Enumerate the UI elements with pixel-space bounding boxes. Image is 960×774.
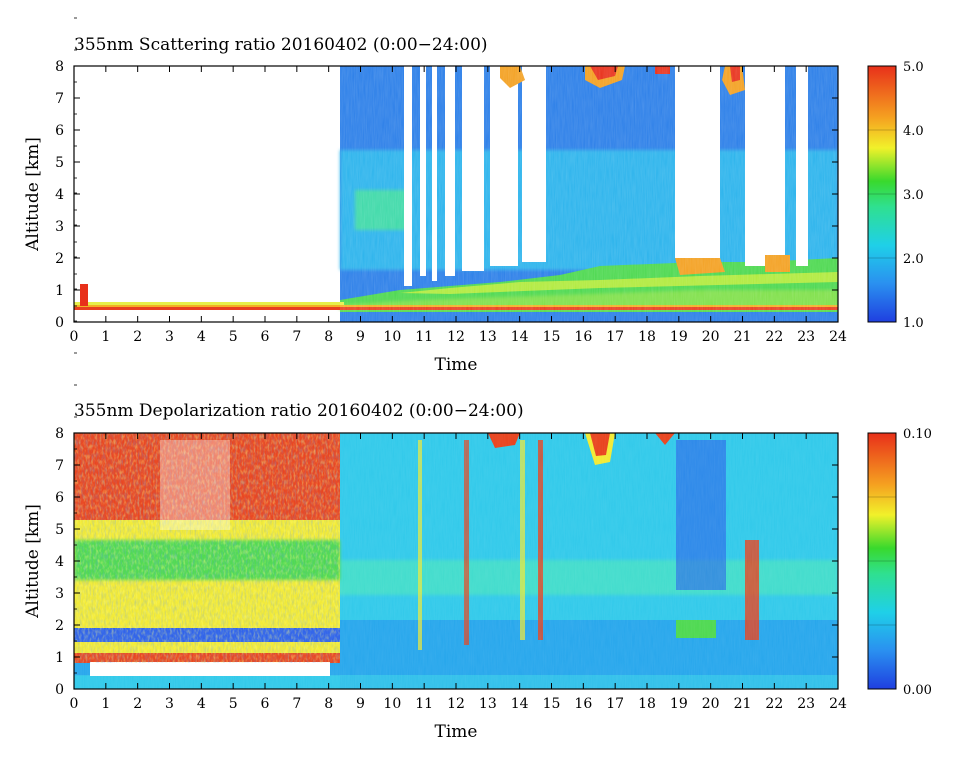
x-axis-label: Time bbox=[435, 722, 478, 742]
x-tick-label: 23 bbox=[797, 329, 815, 345]
x-tick-label: 13 bbox=[479, 329, 497, 345]
colorbar: 5.0 4.0 3.0 2.0 1.0 bbox=[867, 60, 924, 331]
colorbar-tick-label: 4.0 bbox=[903, 124, 924, 139]
x-tick-label: 6 bbox=[261, 329, 270, 345]
x-tick-label: 14 bbox=[511, 329, 529, 345]
colorbar-tick-label: 3.0 bbox=[903, 188, 924, 203]
x-tick-label: 7 bbox=[292, 329, 301, 345]
panel-title: 355nm Scattering ratio 20160402 (0:00−24… bbox=[74, 35, 488, 55]
colorbar-tick-label: 1.0 bbox=[903, 316, 924, 331]
y-tick-label: 3 bbox=[55, 219, 64, 235]
y-tick-label: 6 bbox=[55, 123, 64, 139]
x-tick-label: 3 bbox=[165, 696, 174, 712]
colorbar-tick-label: 2.0 bbox=[903, 252, 924, 267]
x-tick-label: 15 bbox=[543, 329, 561, 345]
x-tick-label: 20 bbox=[702, 329, 720, 345]
x-tick-label: 2 bbox=[133, 329, 142, 345]
y-tick-label: 2 bbox=[55, 618, 64, 634]
x-tick-label: 16 bbox=[574, 696, 592, 712]
x-tick-label: 12 bbox=[447, 696, 465, 712]
y-tick-label: 3 bbox=[55, 586, 64, 602]
x-tick-label: 8 bbox=[324, 696, 333, 712]
x-tick-label: 15 bbox=[543, 696, 561, 712]
x-tick-label: 16 bbox=[574, 329, 592, 345]
x-tick-label: 19 bbox=[670, 696, 688, 712]
x-tick-label: 10 bbox=[383, 329, 401, 345]
x-tick-label: 4 bbox=[197, 696, 206, 712]
x-tick-label: 5 bbox=[229, 696, 238, 712]
x-tick-label: 20 bbox=[702, 696, 720, 712]
x-tick-label: 22 bbox=[765, 696, 783, 712]
x-tick-label: 6 bbox=[261, 696, 270, 712]
x-tick-label: 11 bbox=[415, 696, 433, 712]
x-tick-label: 21 bbox=[734, 696, 752, 712]
y-tick-label: 2 bbox=[55, 251, 64, 267]
heatmap-image bbox=[74, 66, 838, 322]
x-tick-label: 21 bbox=[734, 329, 752, 345]
x-tick-label: 4 bbox=[197, 329, 206, 345]
y-axis-label: Altitude [km] bbox=[23, 504, 43, 619]
y-tick-label: 1 bbox=[55, 650, 64, 666]
y-tick-label: 4 bbox=[55, 187, 64, 203]
x-tick-label: 18 bbox=[638, 696, 656, 712]
x-tick-label: 12 bbox=[447, 329, 465, 345]
y-tick-label: 4 bbox=[55, 554, 64, 570]
x-tick-label: 24 bbox=[829, 696, 847, 712]
panel-title: 355nm Depolarization ratio 20160402 (0:0… bbox=[74, 401, 524, 421]
colorbar-gradient bbox=[867, 432, 897, 690]
x-axis: 0 1 2 3 4 5 6 7 8 9 10 11 12 13 14 15 16 17 18 19 20 21 22 23 24 bbox=[70, 433, 847, 712]
x-tick-label: 17 bbox=[606, 696, 624, 712]
y-axis: 0 1 2 3 4 5 6 7 8 bbox=[55, 17, 838, 331]
y-tick-label: 5 bbox=[55, 522, 64, 538]
colorbar-tick-label: 0.10 bbox=[903, 427, 932, 442]
x-tick-label: 0 bbox=[70, 329, 79, 345]
x-axis: 0 1 2 3 4 5 6 7 8 9 10 11 12 13 14 15 16 17 18 19 20 21 22 23 24 bbox=[70, 66, 847, 345]
y-tick-label: 0 bbox=[55, 682, 64, 698]
y-tick-label: 8 bbox=[55, 426, 64, 442]
colorbar-gradient bbox=[867, 65, 897, 323]
colorbar: 0.10 0.00 bbox=[867, 427, 932, 698]
x-tick-label: 23 bbox=[797, 696, 815, 712]
x-tick-label: 7 bbox=[292, 696, 301, 712]
colorbar-tick-label: 0.00 bbox=[903, 683, 932, 698]
x-tick-label: 19 bbox=[670, 329, 688, 345]
x-tick-label: 14 bbox=[511, 696, 529, 712]
x-tick-label: 1 bbox=[101, 329, 110, 345]
heatmap-image bbox=[74, 433, 838, 689]
colorbar-tick-label: 5.0 bbox=[903, 60, 924, 75]
x-tick-label: 17 bbox=[606, 329, 624, 345]
x-tick-label: 5 bbox=[229, 329, 238, 345]
y-tick-label: 8 bbox=[55, 59, 64, 75]
x-tick-label: 24 bbox=[829, 329, 847, 345]
y-tick-label: 0 bbox=[55, 315, 64, 331]
y-tick-label: 7 bbox=[55, 458, 64, 474]
y-tick-label: 6 bbox=[55, 490, 64, 506]
x-tick-label: 10 bbox=[383, 696, 401, 712]
x-tick-label: 1 bbox=[101, 696, 110, 712]
x-tick-label: 22 bbox=[765, 329, 783, 345]
y-tick-label: 5 bbox=[55, 155, 64, 171]
x-tick-label: 18 bbox=[638, 329, 656, 345]
x-axis-label: Time bbox=[435, 355, 478, 375]
x-tick-label: 2 bbox=[133, 696, 142, 712]
y-axis-label: Altitude [km] bbox=[23, 137, 43, 252]
x-tick-label: 13 bbox=[479, 696, 497, 712]
x-tick-label: 8 bbox=[324, 329, 333, 345]
y-tick-label: 1 bbox=[55, 283, 64, 299]
x-tick-label: 9 bbox=[356, 329, 365, 345]
x-tick-label: 3 bbox=[165, 329, 174, 345]
depolarization-ratio-panel: 355nm Depolarization ratio 20160402 (0:0… bbox=[23, 192, 932, 742]
scattering-ratio-panel: 355nm Scattering ratio 20160402 (0:00−24… bbox=[23, 17, 924, 375]
x-tick-label: 9 bbox=[356, 696, 365, 712]
y-tick-label: 7 bbox=[55, 91, 64, 107]
x-tick-label: 11 bbox=[415, 329, 433, 345]
x-tick-label: 0 bbox=[70, 696, 79, 712]
